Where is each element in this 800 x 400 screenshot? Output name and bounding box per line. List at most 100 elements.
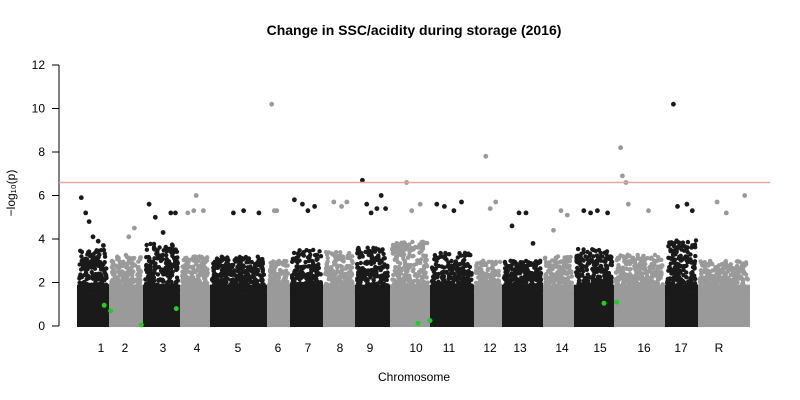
snp-point xyxy=(402,241,408,246)
snp-point xyxy=(184,265,190,271)
snp-point xyxy=(180,273,185,279)
snp-point xyxy=(280,290,286,295)
snp-point xyxy=(600,283,606,288)
snp-point xyxy=(579,251,584,256)
snp-point xyxy=(436,263,441,269)
snp-point xyxy=(379,259,384,264)
snp-point xyxy=(399,284,405,290)
snp-point xyxy=(512,269,518,274)
snp-point xyxy=(390,251,396,256)
snp-point xyxy=(446,288,451,293)
snp-point xyxy=(223,274,228,279)
snp-point xyxy=(564,262,569,267)
snp-point xyxy=(187,283,192,289)
snp-point xyxy=(93,271,98,277)
snp-point xyxy=(421,283,427,288)
snp-point xyxy=(152,268,157,273)
snp-point xyxy=(239,256,245,261)
y-tick-label: 6 xyxy=(38,189,45,203)
snp-point xyxy=(316,271,321,276)
snp-point xyxy=(345,255,350,261)
snp-point xyxy=(365,282,370,287)
snp-point xyxy=(183,291,188,296)
snp-point xyxy=(292,278,297,283)
snp-point xyxy=(455,255,460,260)
snp-point xyxy=(606,256,612,262)
snp-point xyxy=(381,251,386,257)
snp-point xyxy=(604,290,609,296)
snp-point xyxy=(443,253,448,258)
snp-point xyxy=(92,266,98,271)
snp-point xyxy=(166,283,171,288)
snp-point xyxy=(82,260,88,266)
snp-point xyxy=(350,254,355,259)
snp-point xyxy=(550,258,555,263)
snp-point xyxy=(323,281,329,287)
snp-point xyxy=(384,286,389,292)
snp-point xyxy=(220,270,225,276)
snp-point xyxy=(406,264,411,270)
snp-point xyxy=(594,258,599,264)
snp-point xyxy=(316,289,322,294)
snp-point xyxy=(511,259,516,264)
snp-point xyxy=(596,247,602,253)
snp-point xyxy=(102,251,107,256)
snp-point xyxy=(441,265,447,270)
snp-point xyxy=(224,261,229,266)
snp-point xyxy=(311,247,316,253)
snp-point xyxy=(478,278,483,283)
snp-point xyxy=(589,258,594,264)
snp-point xyxy=(103,282,109,287)
snp-point xyxy=(193,278,198,283)
snp-point xyxy=(274,271,279,277)
snp-point xyxy=(133,263,138,268)
chromosome-12-points xyxy=(473,258,503,327)
snp-point xyxy=(595,255,601,260)
snp-point xyxy=(497,259,503,265)
snp-point xyxy=(395,291,400,296)
snp-point xyxy=(480,291,485,296)
snp-point xyxy=(230,272,236,277)
snp-point xyxy=(219,274,224,279)
snp-point xyxy=(238,277,243,282)
snp-point xyxy=(184,255,189,260)
snp-point xyxy=(161,272,166,277)
snp-point xyxy=(482,285,487,291)
snp-point xyxy=(390,287,395,292)
snp-point xyxy=(252,275,257,280)
chromosome-2-points xyxy=(108,252,144,327)
snp-point xyxy=(609,278,614,283)
snp-point xyxy=(188,289,194,294)
snp-point xyxy=(378,266,383,272)
snp-point xyxy=(504,276,509,281)
snp-point xyxy=(517,291,523,296)
snp-point xyxy=(415,258,421,263)
snp-point xyxy=(359,273,365,278)
snp-point xyxy=(238,291,244,296)
snp-point xyxy=(137,274,142,280)
snp-point xyxy=(246,256,252,261)
snp-point xyxy=(422,271,427,276)
snp-point xyxy=(250,285,256,290)
snp-point xyxy=(462,250,468,256)
snp-point xyxy=(330,286,335,292)
snp-point xyxy=(196,258,201,263)
snp-point xyxy=(255,268,261,273)
snp-point xyxy=(373,269,378,275)
snp-point xyxy=(439,282,445,287)
snp-point xyxy=(376,255,381,260)
snp-point xyxy=(101,247,107,253)
snp-point xyxy=(212,259,217,264)
snp-point xyxy=(280,269,285,274)
snp-point xyxy=(492,290,498,295)
snp-point xyxy=(591,272,596,278)
snp-point xyxy=(357,290,362,296)
snp-point xyxy=(450,281,455,286)
snp-point xyxy=(358,279,363,285)
snp-point xyxy=(399,289,404,294)
snp-point xyxy=(109,279,114,284)
snp-point xyxy=(241,264,246,269)
snp-point xyxy=(383,274,388,279)
snp-point xyxy=(552,263,557,268)
